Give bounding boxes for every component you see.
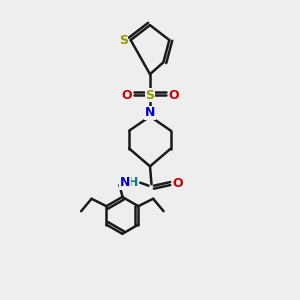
Text: S: S bbox=[146, 88, 154, 101]
Text: N: N bbox=[119, 176, 130, 189]
Text: H: H bbox=[128, 176, 138, 189]
Text: O: O bbox=[168, 88, 179, 101]
Text: O: O bbox=[121, 88, 132, 101]
Text: O: O bbox=[172, 177, 183, 190]
Text: N: N bbox=[145, 106, 155, 119]
Text: S: S bbox=[119, 34, 128, 46]
